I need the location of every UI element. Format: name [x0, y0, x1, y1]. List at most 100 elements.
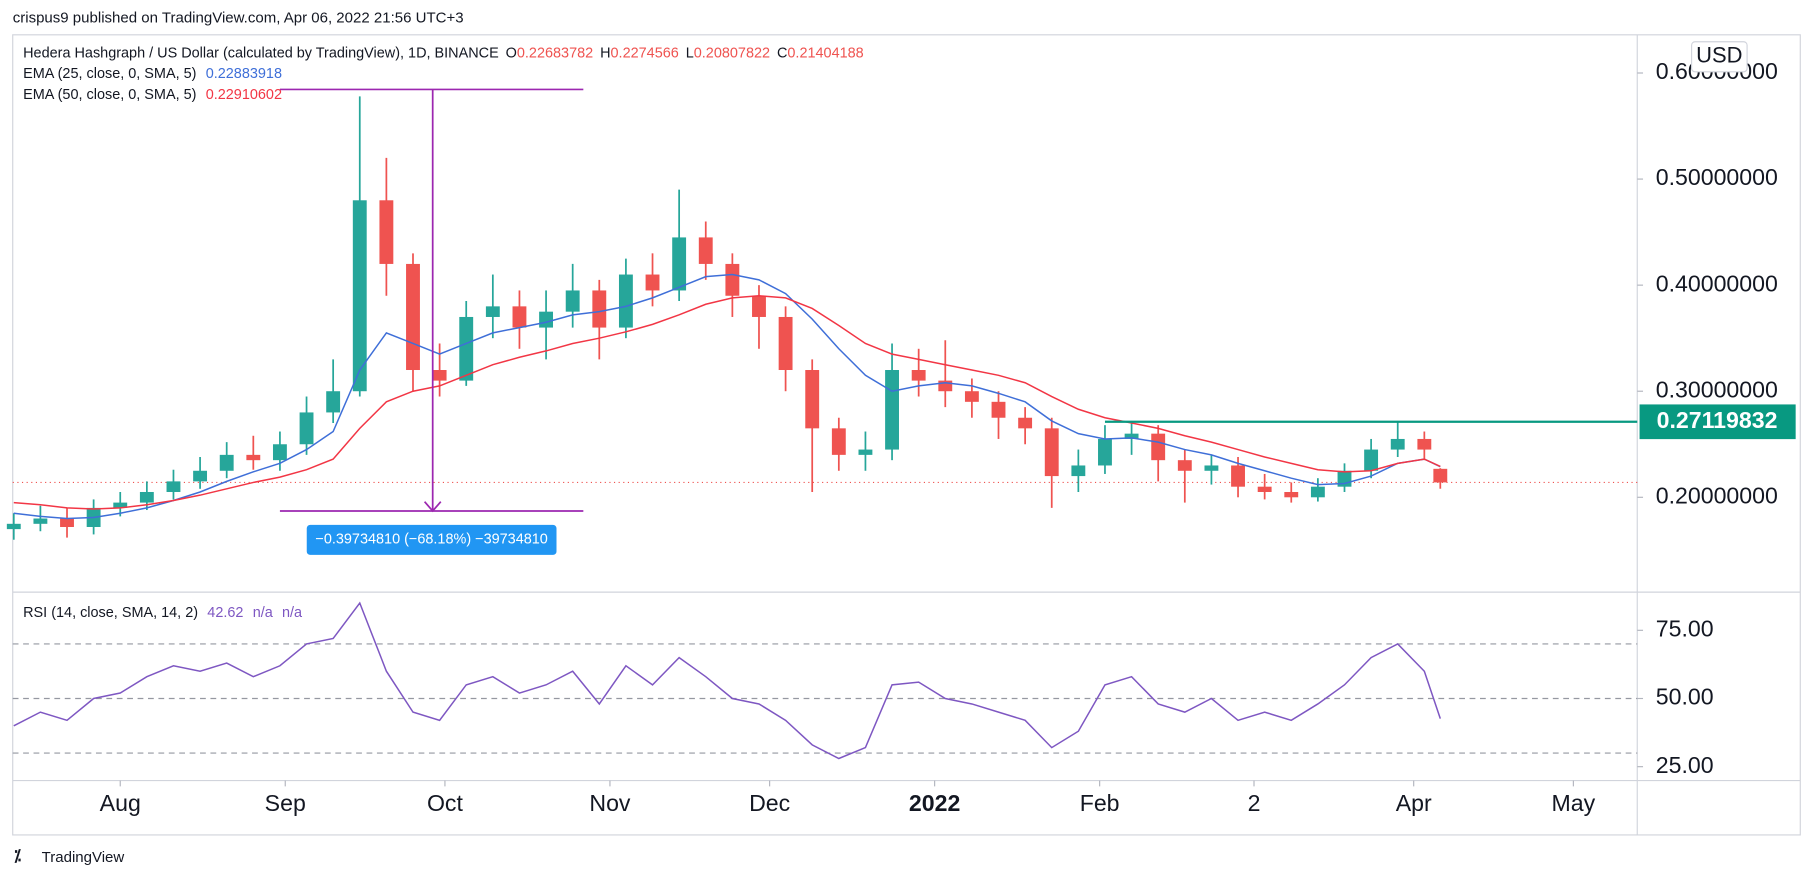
candle-body — [752, 295, 766, 317]
price-label: 0.27119832 — [1657, 407, 1778, 433]
candle-body — [6, 523, 21, 530]
legend-main: Hedera Hashgraph / US Dollar (calculated… — [23, 45, 864, 61]
candle-body — [645, 274, 660, 291]
candle-body — [964, 391, 979, 402]
ema-value: 0.22910602 — [206, 87, 282, 103]
rsi-line — [13, 601, 1442, 760]
candle-body — [379, 200, 394, 264]
candle-body — [1098, 438, 1112, 466]
candle-body — [1018, 417, 1033, 429]
publisher: crispus9 published on TradingView.com, A… — [13, 10, 464, 27]
rsi-extra: n/a — [253, 605, 274, 621]
x-tick-label: Oct — [427, 790, 464, 816]
y-tick-label: 0.50000000 — [1656, 164, 1778, 190]
candle-body — [778, 316, 793, 371]
candle-body — [1364, 449, 1379, 471]
candle-body — [1044, 428, 1059, 477]
legend-rsi: RSI (14, close, SMA, 14, 2) 42.62 n/a n/a — [23, 605, 303, 621]
y-tick-label: 75.00 — [1656, 615, 1714, 641]
candle-body — [1257, 486, 1272, 492]
candle-body — [1151, 433, 1166, 461]
measure-label-box — [306, 524, 557, 555]
candle-body — [246, 454, 261, 461]
rsi-name: RSI (14, close, SMA, 14, 2) — [23, 605, 198, 621]
candle-body — [219, 454, 234, 471]
candle-body — [1417, 438, 1432, 450]
candle-body — [938, 380, 953, 392]
y-tick-label: 50.00 — [1656, 684, 1714, 710]
candle-body — [299, 412, 314, 445]
ema-line — [13, 294, 1441, 510]
x-tick-label: 2022 — [909, 790, 960, 816]
candle-body — [1204, 465, 1219, 471]
candle-body — [60, 518, 74, 527]
logo: ⁒ — [14, 847, 21, 865]
candle-body — [139, 491, 154, 503]
candle-body — [113, 502, 128, 508]
candle-body — [1124, 433, 1139, 439]
candle-body — [326, 391, 341, 413]
chart-frame — [12, 34, 1801, 836]
ohlc-label: C — [777, 45, 787, 61]
candle-body — [991, 401, 1006, 418]
candle-body — [831, 428, 846, 455]
candle-body — [805, 370, 820, 429]
x-tick-label: Apr — [1396, 790, 1432, 816]
legend-ema: EMA (50, close, 0, SMA, 5) 0.22910602 — [23, 87, 282, 103]
candle-body — [485, 306, 500, 317]
y-tick-label: 0.40000000 — [1656, 270, 1778, 296]
candle-body — [166, 481, 181, 492]
candle-body — [539, 311, 554, 328]
candle-body — [1177, 460, 1192, 471]
x-tick-label: 2 — [1248, 790, 1261, 816]
measure-label: −0.39734810 (−68.18%) −39734810 — [315, 532, 547, 548]
candle-body — [911, 370, 926, 381]
candle-body — [618, 274, 633, 328]
brand: TradingView — [42, 849, 125, 866]
ohlc-value: 0.21404188 — [787, 45, 863, 61]
candle-body — [512, 306, 527, 328]
ema-name: EMA (25, close, 0, SMA, 5) — [23, 66, 196, 82]
candle-body — [592, 290, 607, 328]
symbol: Hedera Hashgraph / US Dollar (calculated… — [23, 45, 499, 61]
candle-body — [885, 370, 899, 450]
x-tick-label: Nov — [589, 790, 631, 816]
candle-body — [1390, 438, 1405, 450]
y-tick-label: 0.30000000 — [1656, 376, 1778, 402]
x-tick-label: Aug — [100, 790, 141, 816]
candle-body — [1231, 465, 1245, 487]
candle-body — [672, 237, 687, 291]
candle-body — [272, 444, 287, 461]
candle-body — [459, 316, 474, 381]
y-tick-label: 25.00 — [1656, 752, 1714, 778]
ohlc-value: 0.20807822 — [694, 45, 770, 61]
currency: USD — [1696, 43, 1742, 68]
candle-body — [33, 518, 48, 524]
candle-body — [1433, 468, 1448, 483]
ema-name: EMA (50, close, 0, SMA, 5) — [23, 87, 196, 103]
candle-body — [1284, 491, 1299, 498]
x-tick-label: Sep — [265, 790, 306, 816]
ohlc-label: L — [686, 45, 694, 61]
y-tick-label: 0.20000000 — [1656, 482, 1778, 508]
price-label-box — [1639, 404, 1796, 440]
rsi-extra: n/a — [282, 605, 303, 621]
candle-body — [565, 290, 580, 312]
candle-body — [352, 200, 367, 392]
candle-body — [1310, 486, 1325, 498]
candle-body — [432, 370, 447, 381]
ohlc-label: H — [600, 45, 610, 61]
ohlc-label: O — [506, 45, 517, 61]
legend-ema: EMA (25, close, 0, SMA, 5) 0.22883918 — [23, 66, 282, 82]
ohlc-value: 0.2274566 — [611, 45, 679, 61]
x-tick-label: May — [1552, 790, 1596, 816]
candle-body — [1071, 465, 1086, 477]
x-tick-label: Feb — [1080, 790, 1120, 816]
x-tick-label: Dec — [749, 790, 790, 816]
candle-body — [406, 263, 420, 371]
ema-value: 0.22883918 — [206, 66, 282, 82]
rsi-value: 42.62 — [207, 605, 243, 621]
currency-box — [1691, 41, 1748, 73]
ema-line — [13, 273, 1441, 520]
